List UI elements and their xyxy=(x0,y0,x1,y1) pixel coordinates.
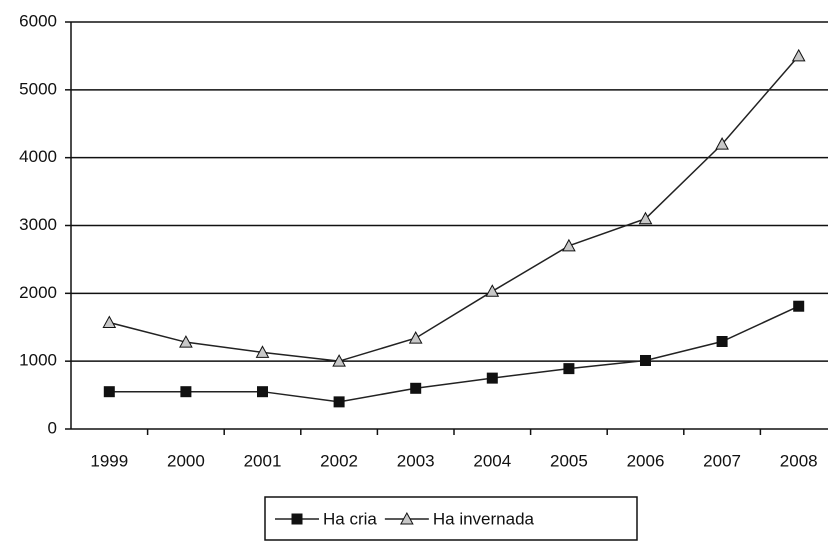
marker xyxy=(102,315,117,329)
marker xyxy=(791,48,806,62)
y-tick-label: 0 xyxy=(48,418,57,437)
series-line xyxy=(109,305,800,403)
marker xyxy=(103,386,115,398)
x-tick-label: 2000 xyxy=(167,451,205,470)
y-tick-label: 2000 xyxy=(19,283,57,302)
marker xyxy=(332,354,346,367)
legend-box xyxy=(264,496,638,541)
y-tick-label: 3000 xyxy=(19,215,57,234)
marker xyxy=(563,363,575,375)
marker xyxy=(180,386,192,398)
x-tick-label: 2008 xyxy=(780,451,818,470)
x-tick-label: 2004 xyxy=(473,451,511,470)
marker xyxy=(715,137,729,150)
legend-label: Ha invernada xyxy=(433,509,535,528)
x-tick-label: 2001 xyxy=(244,451,282,470)
y-tick-label: 5000 xyxy=(19,79,57,98)
marker xyxy=(333,396,345,408)
marker xyxy=(716,335,728,347)
x-tick-label: 2002 xyxy=(320,451,358,470)
marker xyxy=(179,335,193,348)
marker xyxy=(408,331,423,344)
legend: Ha cria Ha invernada xyxy=(264,496,638,541)
marker xyxy=(400,511,414,525)
marker xyxy=(562,238,576,252)
y-tick-label: 6000 xyxy=(19,11,57,30)
marker xyxy=(485,284,500,297)
marker xyxy=(291,513,303,525)
marker xyxy=(486,372,498,384)
marker xyxy=(793,300,805,312)
x-tick-label: 2003 xyxy=(397,451,435,470)
x-tick-label: 2007 xyxy=(703,451,741,470)
marker xyxy=(255,345,270,358)
marker xyxy=(410,382,422,394)
x-tick-label: 2006 xyxy=(627,451,665,470)
x-tick-label: 2005 xyxy=(550,451,588,470)
series-line xyxy=(109,55,800,362)
legend-label: Ha cria xyxy=(323,509,377,528)
y-tick-label: 4000 xyxy=(19,147,57,166)
y-tick-label: 1000 xyxy=(19,351,57,370)
marker xyxy=(638,211,653,225)
x-tick-label: 1999 xyxy=(90,451,128,470)
marker xyxy=(257,386,268,398)
marker xyxy=(640,354,651,366)
